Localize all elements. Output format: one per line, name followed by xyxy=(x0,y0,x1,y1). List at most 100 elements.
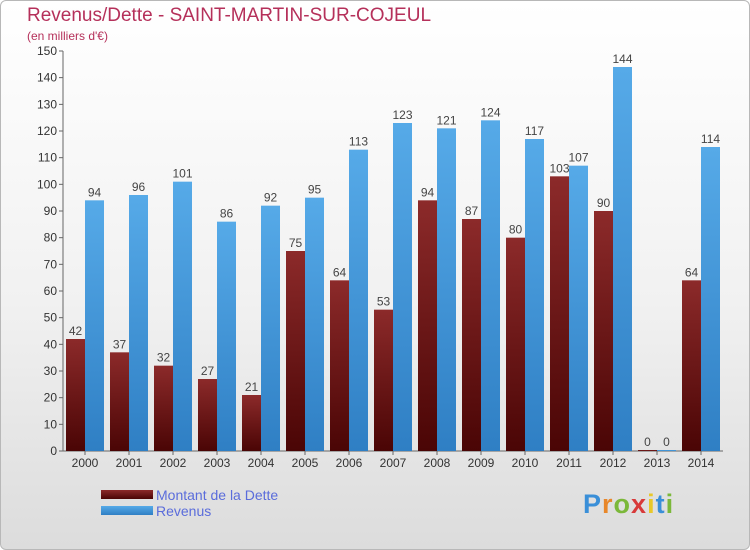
bar-debt xyxy=(418,200,437,451)
bar-revenue xyxy=(437,128,456,451)
value-label-revenue: 101 xyxy=(172,167,192,181)
bar-debt xyxy=(286,251,305,451)
value-label-debt: 32 xyxy=(157,351,171,365)
value-label-revenue: 107 xyxy=(568,151,588,165)
bar-debt xyxy=(594,211,613,451)
value-label-revenue: 94 xyxy=(88,185,102,199)
value-label-debt: 64 xyxy=(333,265,347,279)
bar-debt xyxy=(374,309,393,451)
value-label-debt: 80 xyxy=(509,223,523,237)
bar-revenue xyxy=(569,165,588,451)
value-label-debt: 53 xyxy=(377,295,391,309)
value-label-debt: 37 xyxy=(113,337,127,351)
legend-swatch-revenue xyxy=(101,506,153,515)
chart-subtitle: (en milliers d'€) xyxy=(27,29,108,43)
y-tick-label: 120 xyxy=(37,124,57,138)
value-label-revenue: 123 xyxy=(392,108,412,122)
x-tick-label: 2010 xyxy=(512,456,539,470)
bar-debt xyxy=(242,395,261,451)
bar-debt xyxy=(154,365,173,451)
x-tick-label: 2008 xyxy=(424,456,451,470)
value-label-debt: 27 xyxy=(201,364,215,378)
y-tick-label: 80 xyxy=(44,231,58,245)
value-label-debt: 0 xyxy=(644,435,651,449)
value-label-revenue: 121 xyxy=(436,113,456,127)
chart-title: Revenus/Dette - SAINT-MARTIN-SUR-COJEUL xyxy=(27,5,432,26)
value-label-revenue: 96 xyxy=(132,180,146,194)
value-labels: 42 94 37 96 32 101 27 86 21 92 75 95 64 113 53 123 94 121… xyxy=(69,52,721,449)
y-tick-label: 70 xyxy=(44,257,58,271)
value-label-revenue: 95 xyxy=(308,183,322,197)
bar-revenue xyxy=(525,139,544,451)
bar-revenue xyxy=(701,147,720,451)
value-label-revenue: 114 xyxy=(701,132,720,146)
x-tick-label: 2000 xyxy=(72,456,99,470)
proxiti-logo: Proxiti xyxy=(583,489,674,520)
bar-revenue xyxy=(481,120,500,451)
value-label-debt: 42 xyxy=(69,324,83,338)
bar-revenue xyxy=(129,195,148,451)
x-tick-label: 2002 xyxy=(160,456,187,470)
logo-letter: r xyxy=(602,489,614,519)
value-label-revenue: 86 xyxy=(220,207,234,221)
x-tick-label: 2011 xyxy=(556,456,582,470)
logo-letter: t xyxy=(655,489,666,519)
bar-debt xyxy=(682,280,701,451)
y-tick-label: 100 xyxy=(37,177,57,191)
bar-debt xyxy=(638,450,657,451)
y-tick-label: 50 xyxy=(44,311,58,325)
bar-debt xyxy=(506,237,525,451)
bar-revenue xyxy=(305,197,324,451)
value-label-revenue: 124 xyxy=(480,105,500,119)
legend-label-debt: Montant de la Dette xyxy=(156,487,279,503)
x-tick-label: 2012 xyxy=(600,456,627,470)
bar-revenue xyxy=(393,123,412,451)
value-label-debt: 90 xyxy=(597,196,611,210)
y-tick-label: 10 xyxy=(44,417,58,431)
bar-revenue xyxy=(85,200,104,451)
value-label-debt: 64 xyxy=(685,265,699,279)
y-tick-label: 90 xyxy=(44,204,58,218)
bar-revenue xyxy=(217,221,236,451)
bar-revenue xyxy=(613,67,632,451)
x-tick-label: 2014 xyxy=(688,456,715,470)
value-label-debt: 21 xyxy=(245,380,259,394)
x-tick-label: 2004 xyxy=(248,456,275,470)
logo-letter: i xyxy=(665,489,675,519)
y-tick-label: 150 xyxy=(37,44,57,58)
x-tick-label: 2001 xyxy=(116,456,143,470)
bar-revenue xyxy=(261,205,280,451)
bar-debt xyxy=(550,176,569,452)
bar-revenue xyxy=(173,181,192,451)
y-tick-label: 60 xyxy=(44,284,58,298)
value-label-debt: 103 xyxy=(549,161,569,175)
value-label-revenue: 0 xyxy=(663,435,670,449)
logo-letter: o xyxy=(613,489,632,519)
x-tick-label: 2013 xyxy=(644,456,671,470)
bars xyxy=(66,67,720,452)
x-tick-label: 2007 xyxy=(380,456,407,470)
logo-letter: x xyxy=(631,489,648,519)
x-tick-label: 2005 xyxy=(292,456,319,470)
x-tick-label: 2006 xyxy=(336,456,363,470)
logo-letter: P xyxy=(583,489,603,519)
value-label-debt: 87 xyxy=(465,204,479,218)
value-label-revenue: 144 xyxy=(612,52,632,66)
value-label-debt: 94 xyxy=(421,185,435,199)
x-tick-label: 2009 xyxy=(468,456,495,470)
value-label-revenue: 92 xyxy=(264,191,278,205)
value-label-debt: 75 xyxy=(289,236,303,250)
y-tick-label: 30 xyxy=(44,364,58,378)
y-tick-label: 110 xyxy=(38,151,57,165)
bar-debt xyxy=(330,280,349,451)
value-label-revenue: 113 xyxy=(349,135,368,149)
bar-debt xyxy=(110,352,129,451)
y-tick-label: 140 xyxy=(37,71,57,85)
bar-debt xyxy=(66,339,85,451)
bar-revenue xyxy=(349,149,368,451)
bar-debt xyxy=(198,379,217,451)
y-tick-label: 20 xyxy=(44,391,58,405)
y-tick-label: 130 xyxy=(37,97,57,111)
